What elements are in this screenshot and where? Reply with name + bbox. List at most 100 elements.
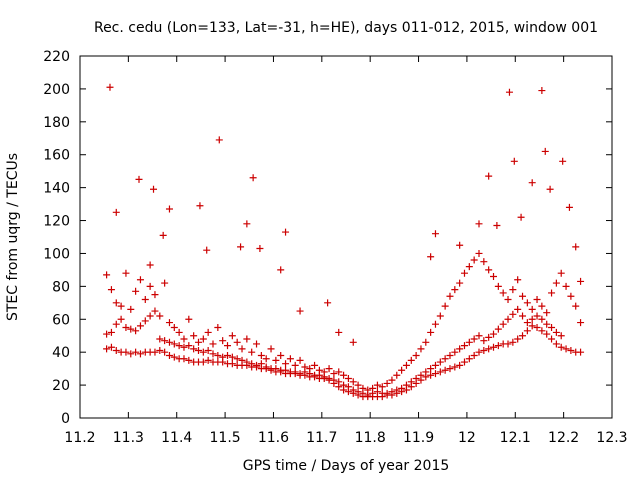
data-point	[354, 381, 362, 389]
data-point	[185, 342, 193, 350]
data-point	[103, 271, 111, 279]
data-point	[470, 351, 478, 359]
data-point	[557, 332, 565, 340]
data-point	[199, 348, 207, 356]
data-point	[209, 350, 217, 358]
data-point	[146, 261, 154, 269]
data-point	[523, 299, 531, 307]
data-point	[456, 345, 464, 353]
data-point	[233, 355, 241, 363]
data-point	[156, 347, 164, 355]
y-tick-label: 20	[52, 378, 70, 394]
data-point	[402, 381, 410, 389]
data-point	[249, 174, 257, 182]
x-tick-label: 11.8	[355, 430, 386, 446]
data-point	[103, 345, 111, 353]
data-point	[475, 348, 483, 356]
data-point	[214, 351, 222, 359]
data-point	[209, 340, 217, 348]
data-point	[565, 203, 573, 211]
data-point	[480, 347, 488, 355]
data-point	[282, 228, 290, 236]
data-point	[388, 388, 396, 396]
data-point	[431, 230, 439, 238]
data-point	[485, 266, 493, 274]
data-point	[349, 386, 357, 394]
data-point	[170, 340, 178, 348]
data-point	[460, 269, 468, 277]
data-point	[504, 296, 512, 304]
data-point	[146, 312, 154, 320]
data-point	[541, 147, 549, 155]
data-point	[214, 324, 222, 331]
data-point	[267, 345, 275, 353]
data-point	[253, 340, 261, 348]
y-axis: 0 20 40 60 80 100 120 140 160 180 200 220	[43, 49, 612, 427]
y-tick-label: 180	[43, 115, 70, 131]
data-point	[359, 384, 367, 392]
x-tick-label: 12	[458, 430, 476, 446]
data-point	[398, 384, 406, 392]
data-point	[248, 348, 256, 356]
data-point	[107, 286, 115, 294]
data-point	[504, 315, 512, 323]
data-point	[523, 319, 531, 327]
data-point	[180, 335, 188, 343]
data-point	[538, 327, 546, 335]
data-point	[194, 338, 202, 346]
data-point	[199, 358, 207, 366]
data-point	[256, 245, 264, 253]
data-point	[204, 347, 212, 355]
data-point	[548, 335, 556, 343]
data-point	[151, 307, 159, 315]
data-point	[427, 371, 435, 379]
data-point	[228, 332, 236, 340]
data-point	[248, 360, 256, 368]
y-tick-label: 140	[43, 181, 70, 197]
data-point	[431, 370, 439, 378]
data-point	[441, 355, 449, 363]
data-point	[127, 350, 135, 358]
data-point	[185, 356, 193, 364]
data-point	[180, 343, 188, 351]
data-point	[117, 315, 125, 323]
data-point	[344, 375, 352, 383]
data-point	[499, 320, 507, 328]
data-point	[519, 312, 527, 320]
data-point	[456, 361, 464, 369]
data-point	[490, 343, 498, 351]
data-point	[490, 330, 498, 338]
data-point	[106, 83, 114, 91]
data-point	[344, 383, 352, 391]
data-point	[306, 365, 314, 373]
data-point	[112, 320, 120, 328]
data-point	[107, 343, 115, 351]
data-point	[552, 279, 560, 287]
data-point	[340, 381, 348, 389]
data-point	[519, 332, 527, 340]
data-point	[224, 342, 232, 350]
data-point	[175, 342, 183, 350]
data-point	[485, 172, 493, 180]
data-point	[509, 338, 517, 346]
data-point	[567, 292, 575, 300]
data-point	[335, 378, 343, 386]
data-point	[538, 87, 546, 95]
data-point	[451, 348, 459, 356]
data-point	[203, 246, 211, 254]
data-point	[543, 309, 551, 317]
data-point	[257, 360, 265, 368]
data-point	[456, 279, 464, 287]
data-point	[127, 325, 135, 333]
data-point	[393, 386, 401, 394]
data-point	[460, 342, 468, 350]
data-point	[480, 258, 488, 266]
data-point	[262, 355, 270, 363]
data-point	[132, 287, 140, 295]
data-point	[224, 351, 232, 359]
data-point	[296, 307, 304, 315]
data-point	[165, 319, 173, 327]
data-point	[436, 358, 444, 366]
data-point	[165, 338, 173, 346]
